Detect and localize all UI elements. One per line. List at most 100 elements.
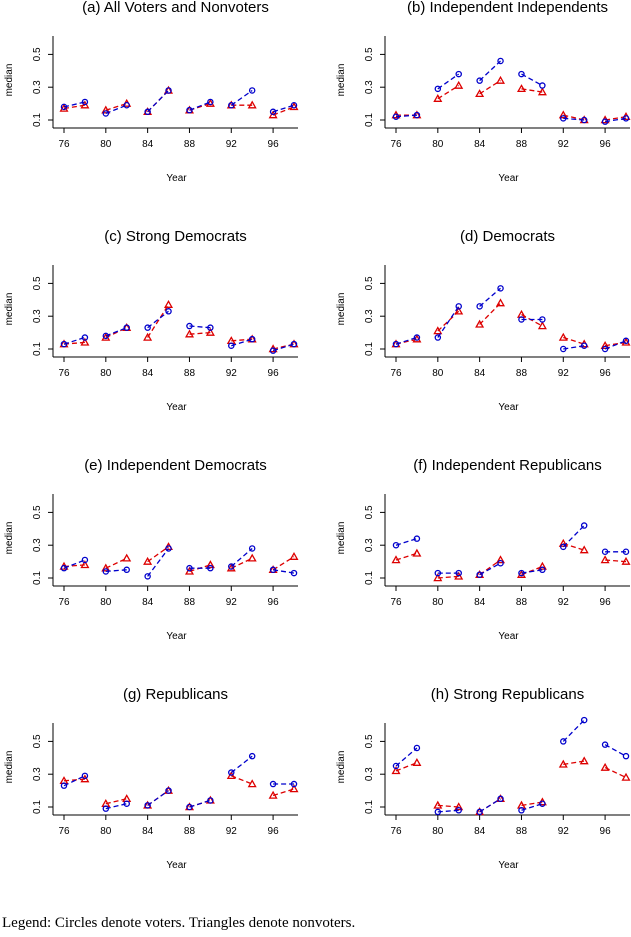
- x-tick-label: 80: [100, 597, 112, 608]
- nonvoter-point: [205, 327, 215, 336]
- voter-point: [144, 108, 151, 116]
- voter-point: [207, 324, 214, 331]
- x-tick-label: 84: [142, 597, 154, 608]
- nonvoter-point: [558, 332, 568, 341]
- voter-point: [497, 795, 504, 803]
- voter-point: [392, 541, 400, 549]
- panel-title: (c) Strong Democrats: [104, 228, 247, 245]
- x-tick-label: 96: [600, 139, 612, 150]
- x-tick-label: 92: [226, 597, 238, 608]
- voters-series-line: [272, 343, 295, 352]
- voter-point: [165, 308, 172, 315]
- x-axis-label: Year: [498, 402, 519, 413]
- chart-panel-e: (e) Independent Democrats 76 80 84 88 92 96 0.1…: [4, 457, 299, 642]
- voters-series-line: [479, 798, 501, 813]
- x-tick-label: 92: [226, 139, 238, 150]
- chart-panel-f: (f) Independent Republicans 76 80 84 88 92 96 0…: [336, 457, 631, 642]
- voters-series-line: [230, 548, 253, 567]
- voters-series-line: [231, 338, 253, 347]
- nonvoter-point: [289, 551, 299, 560]
- y-tick-label: 0.3: [32, 538, 43, 552]
- x-tick-label: 76: [390, 597, 402, 608]
- voter-point: [434, 85, 442, 93]
- nonvoter-point: [621, 556, 631, 565]
- x-tick-label: 80: [100, 368, 112, 379]
- x-tick-label: 84: [474, 826, 486, 837]
- nonvoters-series-line: [105, 102, 127, 111]
- voter-point: [601, 345, 609, 353]
- voter-point: [81, 556, 89, 564]
- chart-panel-b: (b) Independent Independents 76 80 84 88 92 96…: [336, 0, 631, 184]
- nonvoter-point: [247, 100, 257, 109]
- nonvoter-point: [143, 332, 153, 341]
- voter-point: [601, 548, 609, 556]
- voter-point: [186, 803, 193, 811]
- voter-point: [392, 113, 400, 120]
- voters-series-line: [105, 104, 127, 115]
- x-tick-label: 92: [226, 826, 238, 837]
- voter-point: [539, 316, 546, 323]
- voters-series-line: [147, 548, 170, 577]
- nonvoters-series-line: [605, 559, 627, 563]
- y-tick-label: 0.5: [32, 47, 43, 61]
- panel-title: (e) Independent Democrats: [84, 457, 267, 474]
- x-tick-label: 96: [600, 597, 612, 608]
- voter-point: [248, 752, 256, 760]
- legend-caption: Legend: Circles denote voters. Triangles…: [2, 915, 356, 931]
- y-tick-label: 0.1: [364, 571, 375, 585]
- voter-point: [290, 340, 298, 348]
- x-tick-label: 96: [268, 368, 280, 379]
- voter-point: [60, 103, 68, 111]
- voter-point: [476, 77, 483, 84]
- nonvoter-point: [268, 790, 278, 799]
- x-tick-label: 92: [558, 139, 570, 150]
- nonvoter-point: [433, 93, 443, 102]
- y-tick-label: 0.1: [364, 113, 375, 127]
- panel-title: (g) Republicans: [123, 686, 228, 703]
- nonvoters-series-line: [395, 552, 418, 561]
- voter-point: [455, 70, 462, 78]
- x-tick-label: 96: [600, 368, 612, 379]
- voters-series-line: [147, 310, 169, 329]
- voter-point: [455, 807, 462, 814]
- nonvoters-series-line: [189, 331, 211, 335]
- x-tick-label: 76: [390, 139, 402, 150]
- chart-panel-h: (h) Strong Republicans 76 80 84 88 92 96 0.1 0.3…: [336, 686, 631, 871]
- voter-point: [186, 564, 193, 572]
- voter-point: [413, 111, 421, 119]
- voter-point: [476, 808, 483, 816]
- nonvoter-point: [579, 545, 589, 554]
- voter-point: [497, 285, 504, 292]
- voter-point: [539, 800, 546, 807]
- nonvoter-point: [80, 560, 90, 569]
- y-axis-label: median: [4, 522, 15, 555]
- voters-series-line: [189, 325, 211, 329]
- nonvoter-point: [454, 80, 464, 89]
- voters-series-line: [479, 287, 501, 307]
- nonvoter-point: [268, 110, 278, 119]
- chart-panel-c: (c) Strong Democrats 76 80 84 88 92 96 0.1 0.3 0.…: [4, 228, 299, 413]
- x-tick-label: 84: [474, 139, 486, 150]
- y-tick-label: 0.3: [364, 80, 375, 94]
- voter-point: [560, 738, 567, 745]
- voter-point: [81, 334, 89, 341]
- nonvoters-series-line: [604, 116, 627, 121]
- y-tick-label: 0.1: [32, 571, 43, 585]
- nonvoter-point: [454, 571, 464, 580]
- voters-series-line: [63, 559, 86, 569]
- voter-point: [434, 334, 442, 341]
- nonvoters-series-line: [147, 546, 169, 563]
- voter-point: [144, 802, 151, 809]
- voter-point: [392, 762, 400, 770]
- panel-title: (d) Democrats: [460, 228, 555, 245]
- voters-series-line: [63, 336, 86, 345]
- x-axis-label: Year: [498, 860, 519, 871]
- nonvoters-series-line: [563, 542, 585, 551]
- voters-series-line: [230, 755, 253, 774]
- voter-point: [476, 303, 483, 310]
- nonvoter-point: [122, 553, 132, 562]
- x-tick-label: 96: [268, 826, 280, 837]
- voters-series-line: [562, 525, 585, 548]
- voter-point: [123, 566, 130, 574]
- voter-point: [455, 303, 462, 310]
